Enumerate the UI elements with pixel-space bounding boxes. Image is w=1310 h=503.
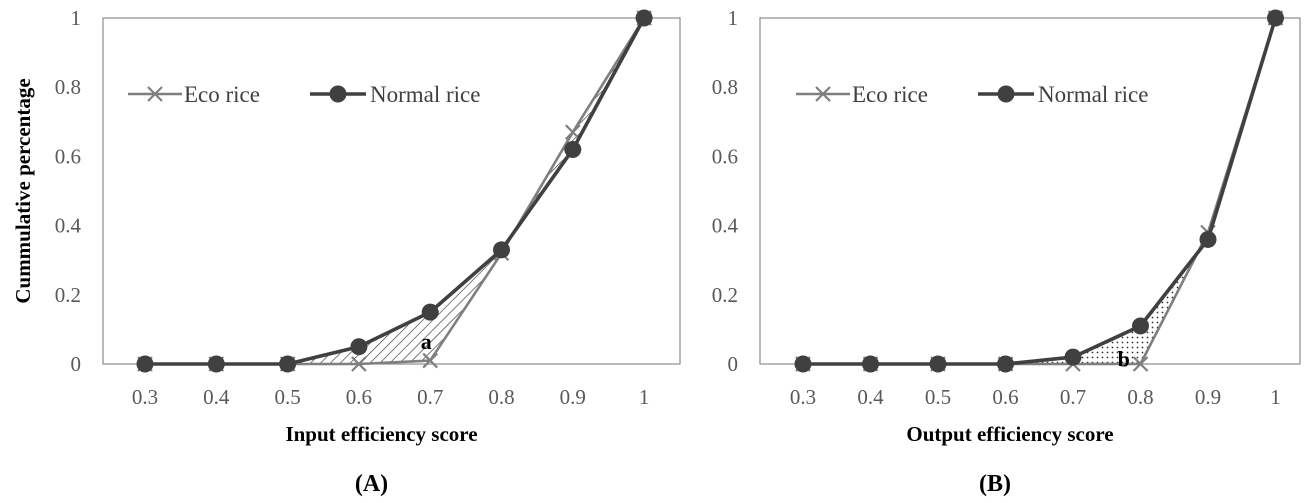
plot-area-frame <box>102 17 681 365</box>
data-point-normal-rice <box>635 9 653 27</box>
x-tick-label: 0.4 <box>203 385 230 409</box>
x-tick-label: 0.6 <box>346 385 372 409</box>
series-line-normal-rice <box>803 17 1278 366</box>
x-tick-label: 0.3 <box>790 385 816 409</box>
data-point-normal-rice <box>997 355 1014 373</box>
data-point-normal-rice <box>493 241 510 259</box>
data-point-normal-rice <box>862 355 879 373</box>
data-point-normal-rice <box>1064 348 1082 366</box>
data-point-normal-rice <box>1267 9 1284 27</box>
legend-marker-circle-icon <box>329 85 347 103</box>
x-tick-label: 0.8 <box>488 385 514 409</box>
data-point-normal-rice <box>564 140 582 158</box>
data-point-eco-rice <box>351 356 367 372</box>
x-tick-label: 0.3 <box>132 385 158 409</box>
series-line-normal-rice <box>145 17 646 366</box>
data-point-normal-rice <box>279 355 297 373</box>
legend-label-normal-rice: Normal rice <box>1038 82 1148 107</box>
data-point-normal-rice <box>794 355 812 373</box>
x-tick-label: 0.5 <box>925 385 951 409</box>
y-axis-title: Cummulative percentage <box>11 78 35 303</box>
data-point-normal-rice <box>1199 230 1217 248</box>
data-point-normal-rice <box>350 338 368 356</box>
x-axis-title: Output efficiency score <box>906 422 1113 446</box>
data-point-eco-rice <box>422 352 438 369</box>
legend: Eco rice Normal rice <box>128 82 480 107</box>
x-tick-label: 0.8 <box>1127 385 1153 409</box>
x-tick-label: 1 <box>1270 385 1281 409</box>
legend-marker-x-icon <box>147 86 163 102</box>
data-point-normal-rice <box>207 355 225 373</box>
x-tick-label: 1 <box>639 385 650 409</box>
series-line-eco-rice <box>803 17 1277 366</box>
legend-label-normal-rice: Normal rice <box>370 82 480 107</box>
legend-marker-x-icon <box>815 86 831 102</box>
x-tick-label: 0.7 <box>1060 385 1086 409</box>
x-tick-label: 0.5 <box>274 385 300 409</box>
chart-panel-b: 0 0.2 0.4 0.6 0.8 1 0.3 0.4 0.5 0.6 0.7 0.8 0.9 1 Outp… <box>712 6 1301 497</box>
panel-label: (A) <box>355 471 388 497</box>
legend: Eco rice Normal rice <box>796 82 1148 107</box>
panel-label: (B) <box>979 471 1011 497</box>
data-point-normal-rice <box>421 303 439 321</box>
x-tick-label: 0.9 <box>1195 385 1221 409</box>
legend-label-eco-rice: Eco rice <box>852 82 928 107</box>
y-tick-label: 0 <box>728 352 739 376</box>
x-tick-label: 0.9 <box>560 385 586 409</box>
y-tick-label: 0 <box>71 352 82 376</box>
y-tick-label: 0.4 <box>712 214 739 238</box>
legend-label-eco-rice: Eco rice <box>184 82 260 107</box>
x-tick-label: 0.7 <box>417 385 443 409</box>
annotation-label: b <box>1118 347 1130 372</box>
data-point-eco-rice <box>565 124 581 140</box>
plot-area-frame <box>759 17 1301 365</box>
data-point-normal-rice <box>929 355 947 373</box>
annotation-label: a <box>421 329 432 354</box>
data-point-normal-rice <box>1132 317 1149 335</box>
y-tick-label: 0.8 <box>712 75 738 99</box>
chart-panel-a: 0 0.2 0.4 0.6 0.8 1 0.3 0.4 0.5 0.6 0.7 0.8 0.9 1 Inpu… <box>11 6 681 497</box>
shaded-region <box>803 18 1276 364</box>
y-tick-label: 0.6 <box>712 144 738 168</box>
y-tick-label: 1 <box>71 6 82 30</box>
y-tick-label: 0.2 <box>712 283 738 307</box>
y-tick-label: 1 <box>728 6 739 30</box>
x-axis-title: Input efficiency score <box>285 422 477 446</box>
y-tick-label: 0.2 <box>55 283 81 307</box>
data-point-normal-rice <box>136 355 154 373</box>
y-tick-label: 0.8 <box>55 75 81 99</box>
data-point-eco-rice <box>1132 356 1149 372</box>
shaded-region <box>145 18 645 364</box>
x-tick-label: 0.6 <box>992 385 1018 409</box>
y-tick-label: 0.6 <box>55 144 81 168</box>
legend-marker-circle-icon <box>997 85 1015 103</box>
series-line-eco-rice <box>145 17 646 366</box>
y-tick-label: 0.4 <box>55 214 82 238</box>
x-tick-label: 0.4 <box>857 385 884 409</box>
